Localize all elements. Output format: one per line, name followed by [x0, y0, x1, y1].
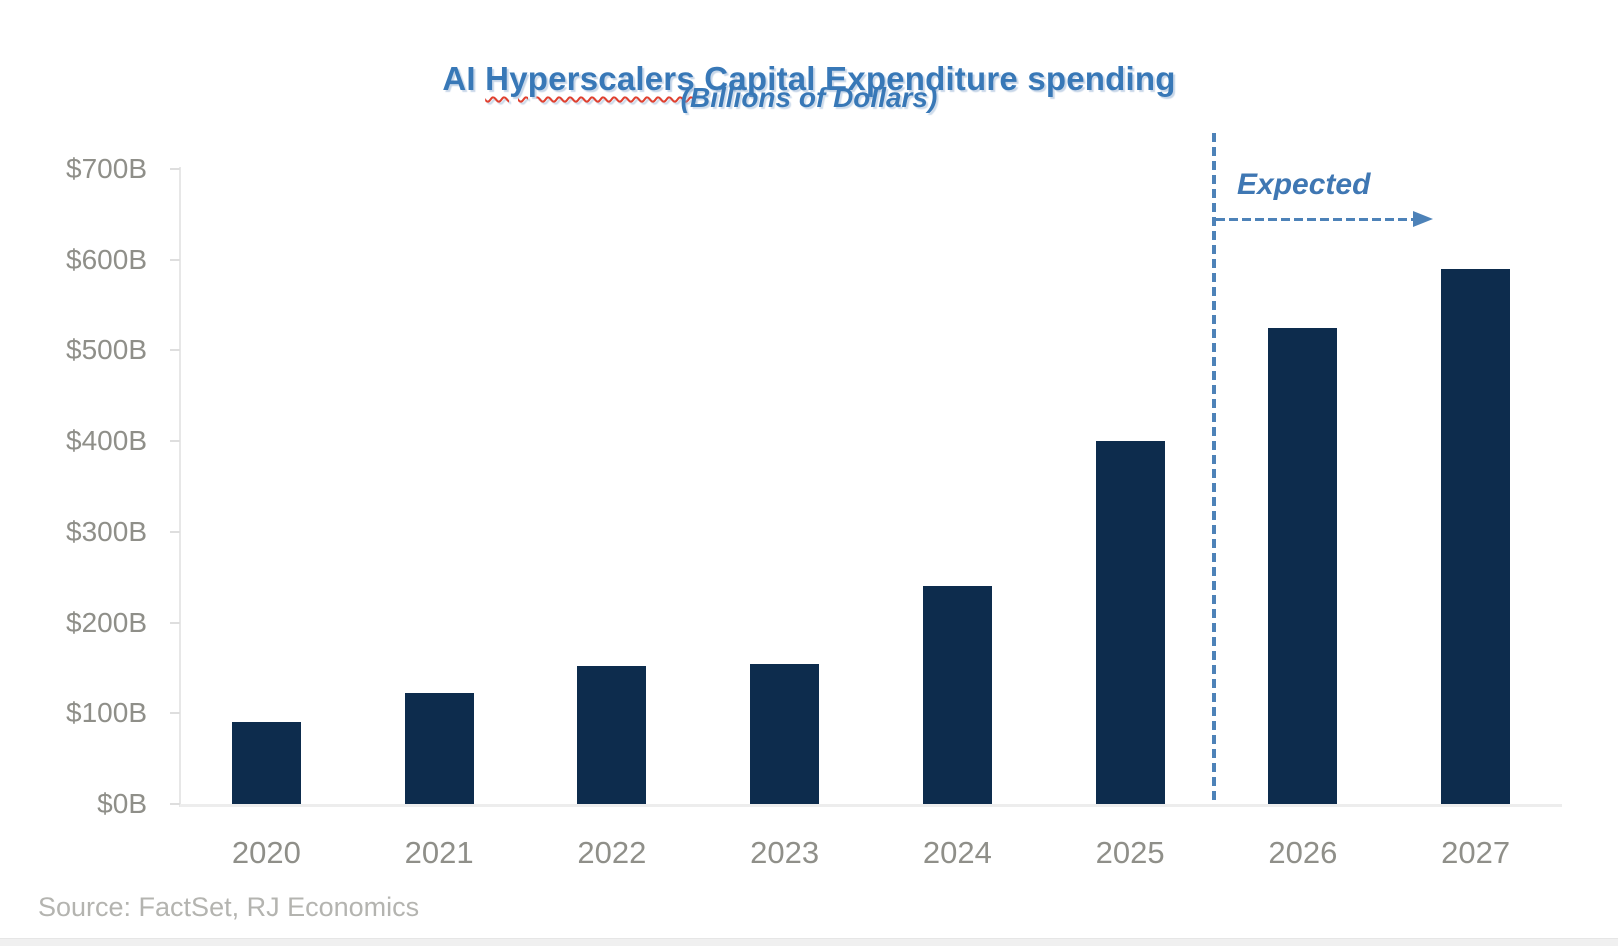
- y-axis-tick-label: $600B: [66, 243, 147, 275]
- y-axis-tick-label: $300B: [66, 515, 147, 547]
- chart-title: AI Hyperscalers Capital Expenditure spen…: [0, 60, 1618, 98]
- bar-2023: [750, 664, 820, 804]
- y-axis-line: [179, 167, 181, 807]
- bar-2026: [1268, 327, 1338, 804]
- y-axis-tick-label: $700B: [66, 152, 147, 184]
- bar-2027: [1441, 268, 1511, 804]
- x-axis-baseline: [180, 804, 1562, 807]
- source-note: Source: FactSet, RJ Economics: [38, 892, 420, 922]
- y-axis-tick-mark: [170, 803, 180, 805]
- y-axis-tick-label: $400B: [66, 425, 147, 456]
- x-axis-label-2026: 2026: [1268, 835, 1338, 870]
- bottom-edge-strip: [0, 938, 1618, 946]
- y-axis-tick-mark: [170, 621, 180, 624]
- bar-2025: [1095, 441, 1165, 804]
- y-axis-tick-mark: [170, 349, 180, 352]
- y-axis-tick-label: $500B: [66, 334, 147, 366]
- y-axis-tick-label: $200B: [66, 606, 147, 638]
- y-axis-tick-mark: [170, 258, 180, 261]
- bar-2020: [231, 722, 301, 804]
- expected-arrow-line: [1216, 218, 1414, 221]
- expected-arrow-head-icon: [1413, 211, 1433, 227]
- chart-title-misspelled-word: Hyperscalers: [485, 60, 695, 98]
- y-axis-tick-mark: [170, 440, 180, 442]
- x-axis-label-2022: 2022: [577, 835, 647, 870]
- y-axis-tick-label: $100B: [66, 697, 147, 729]
- x-axis-label-2021: 2021: [404, 835, 474, 870]
- y-axis-tick-label: $0B: [97, 788, 147, 819]
- chart-title-suffix: Capital Expenditure spending: [694, 60, 1176, 98]
- bar-2021: [404, 693, 474, 804]
- chart-title-prefix: AI: [442, 60, 486, 98]
- bar-2024: [922, 586, 992, 804]
- x-axis-label-2020: 2020: [231, 835, 301, 870]
- x-axis-label-2023: 2023: [750, 835, 820, 870]
- x-axis-label-2025: 2025: [1095, 835, 1165, 870]
- expected-label: Expected: [1237, 168, 1371, 201]
- y-axis-tick-mark: [170, 167, 180, 170]
- y-axis-tick-mark: [170, 530, 180, 533]
- expected-divider-dashed-line: [1212, 133, 1216, 804]
- x-axis-label-2024: 2024: [922, 835, 992, 870]
- bar-2022: [577, 666, 647, 804]
- x-axis-label-2027: 2027: [1441, 835, 1511, 870]
- chart-subtitle: (Billions of Dollars): [680, 82, 938, 113]
- y-axis-tick-mark: [170, 712, 180, 715]
